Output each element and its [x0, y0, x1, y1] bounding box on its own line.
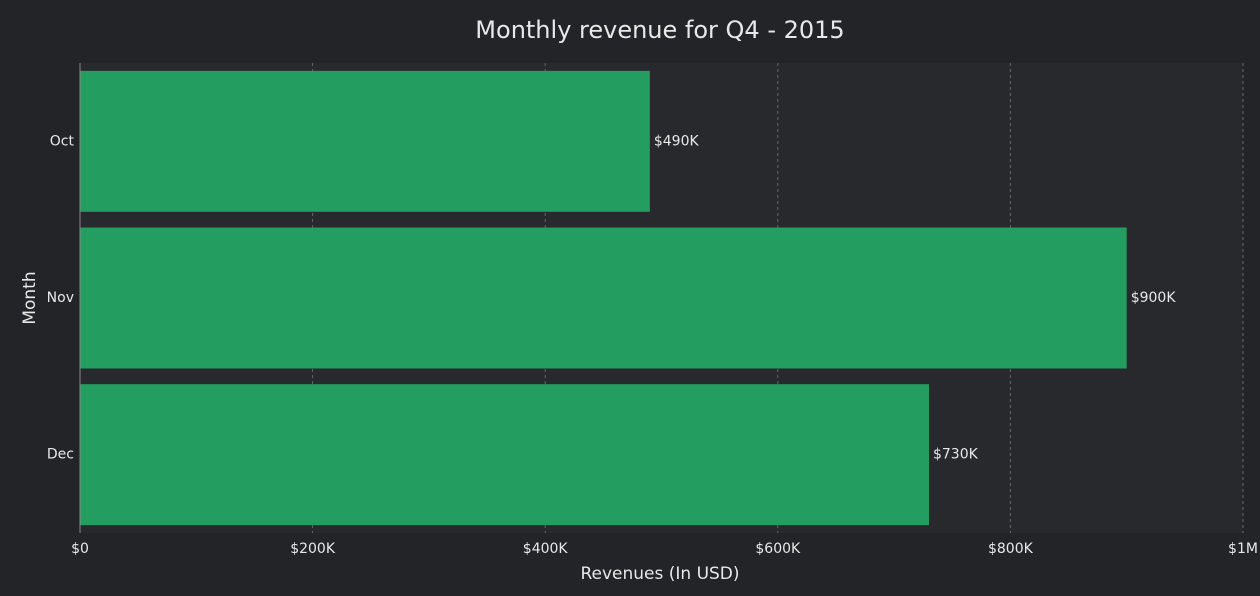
y-axis-title: Month: [20, 271, 40, 324]
bar: [80, 227, 1127, 369]
chart-title: Monthly revenue for Q4 - 2015: [475, 16, 844, 44]
x-tick-label: $200K: [290, 541, 336, 557]
x-axis-title: Revenues (In USD): [580, 564, 739, 584]
x-tick-label: $1M: [1228, 541, 1258, 557]
y-tick-label: Oct: [50, 133, 75, 149]
y-tick-label: Dec: [47, 447, 74, 463]
value-label: $900K: [1131, 290, 1177, 306]
y-tick-label: Nov: [47, 290, 74, 306]
bar: [80, 384, 929, 526]
x-tick-label: $600K: [755, 541, 801, 557]
value-label: $730K: [933, 447, 979, 463]
value-label: $490K: [654, 133, 700, 149]
x-tick-label: $800K: [988, 541, 1034, 557]
x-tick-label: $400K: [523, 541, 569, 557]
bar: [80, 70, 650, 212]
x-tick-label: $0: [71, 541, 89, 557]
